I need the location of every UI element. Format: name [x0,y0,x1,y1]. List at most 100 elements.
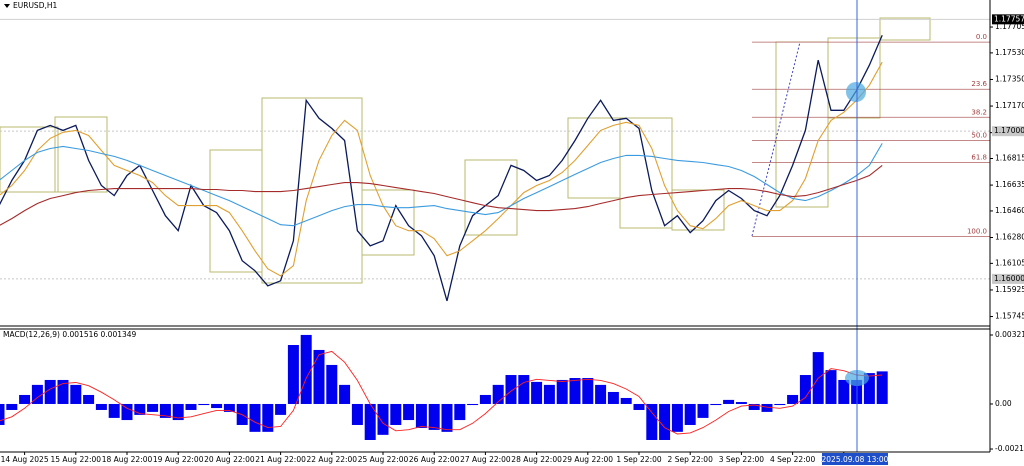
macd-bar [377,403,389,435]
x-tick-label: 25 Aug 22:00 [358,455,409,464]
x-tick-label: 28 Aug 22:00 [511,455,562,464]
price-line [0,61,883,277]
chart-title: EURUSD,H1 [13,1,57,10]
macd-bar [390,403,402,425]
y-tick-label: 1.16460 [995,206,1024,215]
x-tick-label: 26 Aug 22:00 [409,455,460,464]
macd-bar [313,349,325,404]
y-tick-label: 1.16280 [995,233,1024,242]
price-line [0,143,883,227]
macd-bar [876,371,888,404]
x-tick-label: 20 Aug 22:00 [204,455,255,464]
x-tick-label: 18 Aug 22:00 [102,455,153,464]
macd-bar [723,399,735,404]
plot-layer [0,18,990,440]
macd-bar [646,403,658,440]
x-tick-label: 29 Aug 22:00 [563,455,614,464]
fib-level-label: 0.0 [976,33,987,41]
macd-bar [83,394,95,404]
macd-bar [95,403,107,410]
macd-bar [697,403,709,418]
range-box [361,189,415,256]
macd-bar [57,379,69,404]
macd-bar [364,403,376,440]
macd-bar [787,394,799,404]
macd-bar [185,403,197,410]
y-tick-label: 1.17350 [995,74,1024,83]
macd-bar [172,403,184,421]
y-tick-label: 1.16635 [995,180,1024,189]
macd-bar [134,403,146,415]
macd-bar [748,403,760,410]
macd-bar [147,403,159,412]
macd-bar [710,403,722,406]
x-tick-label: 15 Aug 22:00 [51,455,102,464]
macd-bar [31,384,43,404]
x-tick-label: 1 Sep 22:00 [616,455,662,464]
y-tick-label: 1.15745 [995,312,1024,321]
macd-bar [620,397,632,404]
macd-bar [159,403,171,418]
range-box [0,126,59,193]
macd-bar [441,403,453,432]
x-tick-label: 21 Aug 22:00 [255,455,306,464]
range-box [827,37,881,119]
macd-bar [863,373,875,404]
y-tick-label: 1.16815 [995,153,1024,162]
macd-bar [44,379,56,404]
macd-bar [569,378,581,404]
price-level-box [992,273,1024,284]
macd-bar [428,403,440,430]
x-tick-label: 22 Aug 22:00 [307,455,358,464]
fib-level-label: 38.2 [971,108,987,116]
macd-bar [223,403,235,412]
menu-triangle [4,4,10,8]
signal-line [0,350,883,435]
macd-bar [70,384,82,404]
fib-level-label: 100.0 [967,228,987,236]
price-level-box [992,126,1024,137]
y-tick-label: -0.002101 [995,444,1024,453]
macd-bar [518,375,530,404]
macd-bar [531,381,543,404]
macd-bar [505,375,517,404]
y-tick-label: 1.15925 [995,285,1024,294]
macd-bar [300,334,312,404]
macd-bar [595,384,607,404]
current-price-box [992,14,1024,25]
macd-bar [684,403,696,425]
fib-level-label: 50.0 [971,131,987,139]
macd-bar [838,379,850,404]
price-line [0,164,883,226]
macd-bar [326,364,338,404]
macd-bar [415,403,427,428]
macd-bar [339,384,351,404]
x-tick-label: 3 Sep 22:00 [719,455,765,464]
macd-bar [287,345,299,404]
x-tick-label: 14 Aug 2025 [1,455,49,464]
macd-bar [454,403,466,421]
macd-bar [761,403,773,412]
x-tick-label: 4 Sep 22:00 [770,455,816,464]
price-level-label: 1.16000 [994,274,1024,283]
x-tick-label: 27 Aug 22:00 [460,455,511,464]
macd-bar [249,403,261,432]
crosshair-label: 2025.09.08 13:00 [822,455,889,464]
macd-bar [825,370,837,404]
fib-level-label: 23.6 [971,80,987,88]
macd-bar [19,394,31,404]
macd-bar [403,403,415,421]
y-tick-label: 1.17530 [995,48,1024,57]
macd-bar [198,403,210,406]
macd-bar [774,403,786,406]
macd-bar [735,402,747,404]
macd-bar [556,379,568,404]
macd-bar [492,384,504,404]
macd-bar [121,403,133,421]
macd-bar [108,403,120,418]
macd-bar [479,394,491,404]
y-tick-label: 1.17170 [995,101,1024,110]
y-tick-label: 1.17705 [995,22,1024,31]
macd-bar [543,384,555,404]
